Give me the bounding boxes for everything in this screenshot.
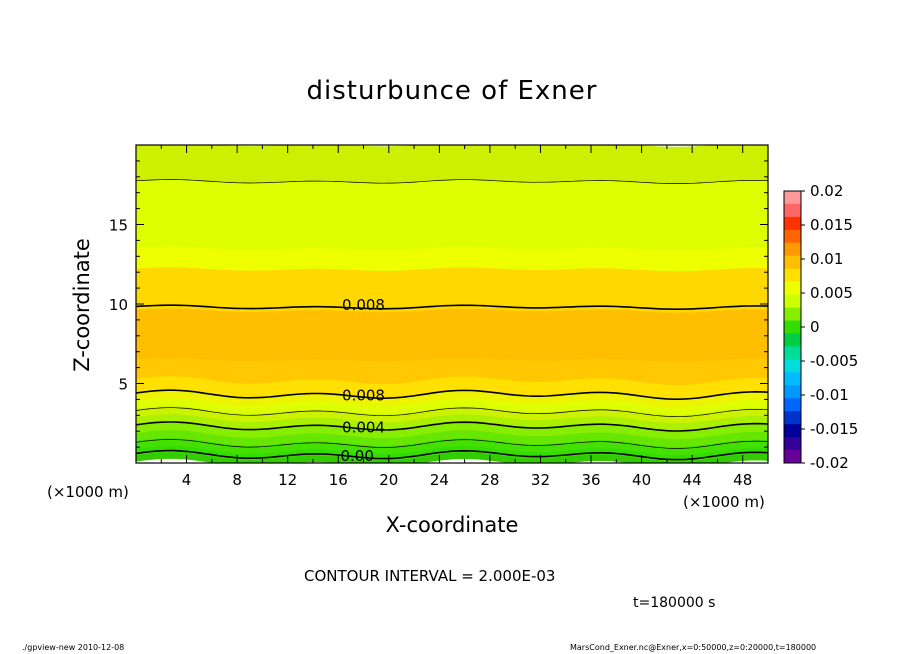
colorbar-segment: [784, 281, 801, 296]
contour-lines: [136, 179, 768, 461]
contour-line: [136, 407, 768, 418]
filled-contour-bands: [136, 145, 768, 463]
colorbar-segment: [784, 411, 801, 425]
contour-line: [136, 421, 768, 432]
contour-interval-label: CONTOUR INTERVAL = 2.000E-03: [304, 567, 556, 585]
contour-line: [136, 449, 768, 461]
contour-line: [136, 389, 768, 400]
x-tick-label: 40: [632, 471, 651, 489]
contour-label: 0.00: [340, 447, 373, 465]
x-unit-right-label: (×1000 m): [683, 493, 765, 511]
y-tick-label: 10: [109, 296, 128, 314]
colorbar-segment: [784, 294, 801, 309]
colorbar-segment: [784, 450, 801, 464]
colorbar-label: -0.005: [810, 352, 858, 370]
x-unit-left-label: (×1000 m): [47, 483, 129, 501]
colorbar-segment: [784, 191, 801, 205]
contour-labels: 0.008 0.008 0.004 0.00: [340, 296, 385, 465]
colorbar-label: 0.005: [810, 284, 853, 302]
colorbar-label: 0.01: [810, 250, 843, 268]
footer-left: ./gpview-new 2010-12-08: [22, 643, 125, 652]
colorbar-segment: [784, 359, 801, 373]
y-tick-label: 15: [109, 217, 128, 235]
x-tick-label: 28: [480, 471, 499, 489]
x-tick-label: 8: [232, 471, 242, 489]
x-tick-label: 36: [581, 471, 600, 489]
time-label: t=180000 s: [633, 595, 716, 611]
colorbar-segment: [784, 398, 801, 412]
colorbar: 0.02 0.015 0.01 0.005 0 -0.005 -0.01 -0.015 -0.0…: [783, 182, 858, 472]
x-tick-label: 20: [379, 471, 398, 489]
contour-line: [136, 439, 768, 449]
contour-band: [136, 308, 768, 362]
chart-title: disturbunce of Exner: [306, 76, 598, 106]
colorbar-segment: [784, 242, 801, 257]
contour-line: [136, 304, 768, 310]
footer-right: MarsCond_Exner.nc@Exner,x=0:50000,z=0:20…: [570, 643, 817, 652]
colorbar-label: 0.015: [810, 216, 853, 234]
colorbar-segment: [784, 255, 801, 270]
x-tick-label: 32: [531, 471, 550, 489]
colorbar-segment: [784, 216, 801, 231]
colorbar-segment: [784, 229, 801, 244]
x-tick-label: 12: [278, 471, 297, 489]
x-axis-label: X-coordinate: [0, 513, 904, 537]
colorbar-segment: [784, 320, 801, 334]
colorbar-label: -0.02: [810, 454, 849, 472]
colorbar-label: -0.01: [810, 386, 849, 404]
x-tick-label: 4: [182, 471, 192, 489]
contour-label: 0.008: [342, 387, 385, 405]
colorbar-segment: [784, 385, 801, 399]
x-axis-label-text: X-coordinate: [385, 513, 519, 537]
colorbar-segment: [784, 437, 801, 451]
contour-band: [136, 179, 768, 251]
colorbar-label: 0.02: [810, 182, 843, 200]
colorbar-segment: [784, 424, 801, 438]
x-tick-label: 48: [733, 471, 752, 489]
axis-ticks: [136, 145, 768, 463]
colorbar-segment: [784, 346, 801, 360]
contour-label: 0.008: [342, 296, 385, 314]
colorbar-segment: [784, 333, 801, 347]
x-tick-label: 16: [329, 471, 348, 489]
y-axis-label: Z-coordinate: [70, 238, 94, 372]
x-tick-label: 44: [683, 471, 702, 489]
contour-label: 0.004: [342, 418, 385, 436]
colorbar-segment: [784, 268, 801, 283]
y-tick-label: 5: [118, 376, 128, 394]
colorbar-segment: [784, 372, 801, 386]
colorbar-segment: [784, 307, 801, 322]
colorbar-label: 0: [810, 318, 820, 336]
contour-band: [136, 145, 768, 184]
contour-line: [136, 179, 768, 184]
colorbar-label: -0.015: [810, 420, 858, 438]
colorbar-segment: [784, 203, 801, 218]
x-tick-label: 24: [430, 471, 449, 489]
